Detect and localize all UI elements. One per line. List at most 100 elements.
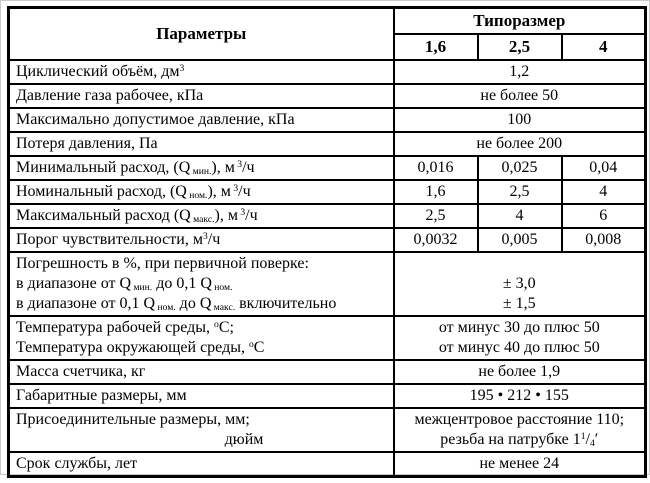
param-label-line: Максимальный расход (Q макс.), м 3/ч <box>16 207 258 226</box>
value-line: 0,04 <box>589 159 618 177</box>
value-line <box>399 254 641 274</box>
param-label-line: Давление газа рабочее, кПа <box>16 87 204 105</box>
size-header-2: 2,5 <box>476 33 563 62</box>
size-header-3: 4 <box>560 33 647 62</box>
param-label-line: Циклический объём, дм3 <box>16 63 185 81</box>
value-line: от минус 30 до плюс 50 <box>438 319 600 337</box>
param-label-line: Масса счетчика, кг <box>16 363 146 381</box>
param-label: Погрешность в %, при первичной поверке: … <box>7 251 395 318</box>
params-column-header: Параметры <box>7 6 395 62</box>
param-label: Порог чувствительности, м3/ч <box>7 227 395 254</box>
param-label-line: Порог чувствительности, м3/ч <box>16 231 221 249</box>
table-row: Габаритные размеры, мм 195 • 212 • 155 <box>7 383 647 410</box>
table-row: Температура рабочей среды, оС; Температу… <box>7 315 647 362</box>
param-value: 1,2 <box>392 59 647 86</box>
param-label: Максимальный расход (Q макс.), м 3/ч <box>7 203 395 230</box>
header-row-sizes: 1,6 2,5 4 <box>9 33 647 62</box>
table-row: Срок службы, лет не менее 24 <box>7 451 647 478</box>
table-row: Погрешность в %, при первичной поверке: … <box>7 251 647 318</box>
value-line: 1,6 <box>425 183 446 201</box>
param-value-size3: 6 <box>560 203 647 230</box>
value-line: резьба на патрубке 11/4′ <box>440 431 599 450</box>
value-line: 0,0032 <box>413 231 458 249</box>
param-value-size1: 0,0032 <box>392 227 479 254</box>
param-label: Масса счетчика, кг <box>7 359 395 386</box>
param-label: Циклический объём, дм3 <box>7 59 395 86</box>
param-value-size3: 0,04 <box>560 155 647 182</box>
param-value-size3: 0,008 <box>560 227 647 254</box>
value-line: не менее 24 <box>479 455 560 473</box>
table-row: Циклический объём, дм3 1,2 <box>7 59 647 86</box>
param-label-line: Потеря давления, Па <box>16 135 158 153</box>
param-value: от минус 30 до плюс 50 от минус 40 до пл… <box>392 315 647 362</box>
value-line: от минус 40 до плюс 50 <box>438 339 600 357</box>
value-line: не более 50 <box>480 87 559 105</box>
param-label-line: Температура рабочей среды, оС; <box>16 319 234 337</box>
param-label: Присоединительные размеры, мм; дюйм <box>7 407 395 454</box>
param-value: межцентровое расстояние 110; резьба на п… <box>392 407 647 454</box>
param-value-size2: 2,5 <box>476 179 563 206</box>
param-label-line: Минимальный расход, (Q мин.), м 3/ч <box>16 159 255 178</box>
table-row: Потеря давления, Па не более 200 <box>7 131 647 158</box>
size-group-header: Типоразмер <box>392 6 647 36</box>
value-line: 1,2 <box>509 63 530 81</box>
param-label-line: в диапазоне от 0,1 Q ном. до Q макс. вкл… <box>16 295 337 314</box>
param-label-line: Срок службы, лет <box>16 455 138 473</box>
value-line: ± 1,5 <box>502 295 536 313</box>
value-line: 0,016 <box>417 159 454 177</box>
table-row: Номинальный расход, (Q ном.), м 3/ч 1,6 … <box>7 179 647 206</box>
param-value-size2: 0,005 <box>476 227 563 254</box>
param-value-size2: 0,025 <box>476 155 563 182</box>
param-value-size2: 4 <box>476 203 563 230</box>
value-line: 4 <box>515 207 524 225</box>
value-line: 4 <box>599 183 608 201</box>
param-label-line: дюйм <box>224 431 264 449</box>
value-line: 0,005 <box>501 231 538 249</box>
table-row: Давление газа рабочее, кПа не более 50 <box>7 83 647 110</box>
table-row: Максимальный расход (Q макс.), м 3/ч 2,5… <box>7 203 647 230</box>
header-row-top: Параметры Типоразмер <box>7 6 647 62</box>
param-label: Максимально допустимое давление, кПа <box>7 107 395 134</box>
param-value: ± 3,0 ± 1,5 <box>392 251 647 318</box>
param-label: Потеря давления, Па <box>7 131 395 158</box>
param-value-size3: 4 <box>560 179 647 206</box>
value-line: 2,5 <box>509 183 530 201</box>
value-line: 195 • 212 • 155 <box>469 387 569 405</box>
value-line: межцентровое расстояние 110; <box>414 411 625 429</box>
table-row: Минимальный расход, (Q мин.), м 3/ч 0,01… <box>7 155 647 182</box>
param-value: 100 <box>392 107 647 134</box>
param-label-line: Номинальный расход, (Q ном.), м 3/ч <box>16 183 251 202</box>
table-row: Масса счетчика, кг не более 1,9 <box>7 359 647 386</box>
size-header-1: 1,6 <box>392 33 479 62</box>
param-label-line: Габаритные размеры, мм <box>16 387 187 405</box>
param-label: Габаритные размеры, мм <box>7 383 395 410</box>
param-value: не менее 24 <box>392 451 647 478</box>
table-row: Порог чувствительности, м3/ч 0,0032 0,00… <box>7 227 647 254</box>
value-line: ± 3,0 <box>502 275 536 293</box>
param-label-line: в диапазоне от Q мин. до 0,1 Q ном. <box>16 275 233 294</box>
param-value-size1: 1,6 <box>392 179 479 206</box>
param-value-size1: 0,016 <box>392 155 479 182</box>
param-label-line: Присоединительные размеры, мм; <box>16 411 250 429</box>
param-label: Срок службы, лет <box>7 451 395 478</box>
param-value-size1: 2,5 <box>392 203 479 230</box>
param-label-line: Максимально допустимое давление, кПа <box>16 111 295 129</box>
value-line: 100 <box>507 111 532 129</box>
param-label: Температура рабочей среды, оС; Температу… <box>7 315 395 362</box>
param-label-line: Погрешность в %, при первичной поверке: <box>16 255 309 273</box>
value-line: 6 <box>599 207 608 225</box>
value-line: 0,025 <box>501 159 538 177</box>
value-line: не более 200 <box>476 135 563 153</box>
param-value: 195 • 212 • 155 <box>392 383 647 410</box>
table-row: Присоединительные размеры, мм; дюйм межц… <box>7 407 647 454</box>
param-label: Номинальный расход, (Q ном.), м 3/ч <box>7 179 395 206</box>
param-value: не более 1,9 <box>392 359 647 386</box>
param-value: не более 200 <box>392 131 647 158</box>
table-row: Максимально допустимое давление, кПа 100 <box>7 107 647 134</box>
value-line: 2,5 <box>425 207 446 225</box>
value-line: не более 1,9 <box>478 363 561 381</box>
param-label: Давление газа рабочее, кПа <box>7 83 395 110</box>
parameters-table: Параметры Типоразмер 1,6 2,5 4 Циклическ… <box>7 6 648 479</box>
param-label: Минимальный расход, (Q мин.), м 3/ч <box>7 155 395 182</box>
